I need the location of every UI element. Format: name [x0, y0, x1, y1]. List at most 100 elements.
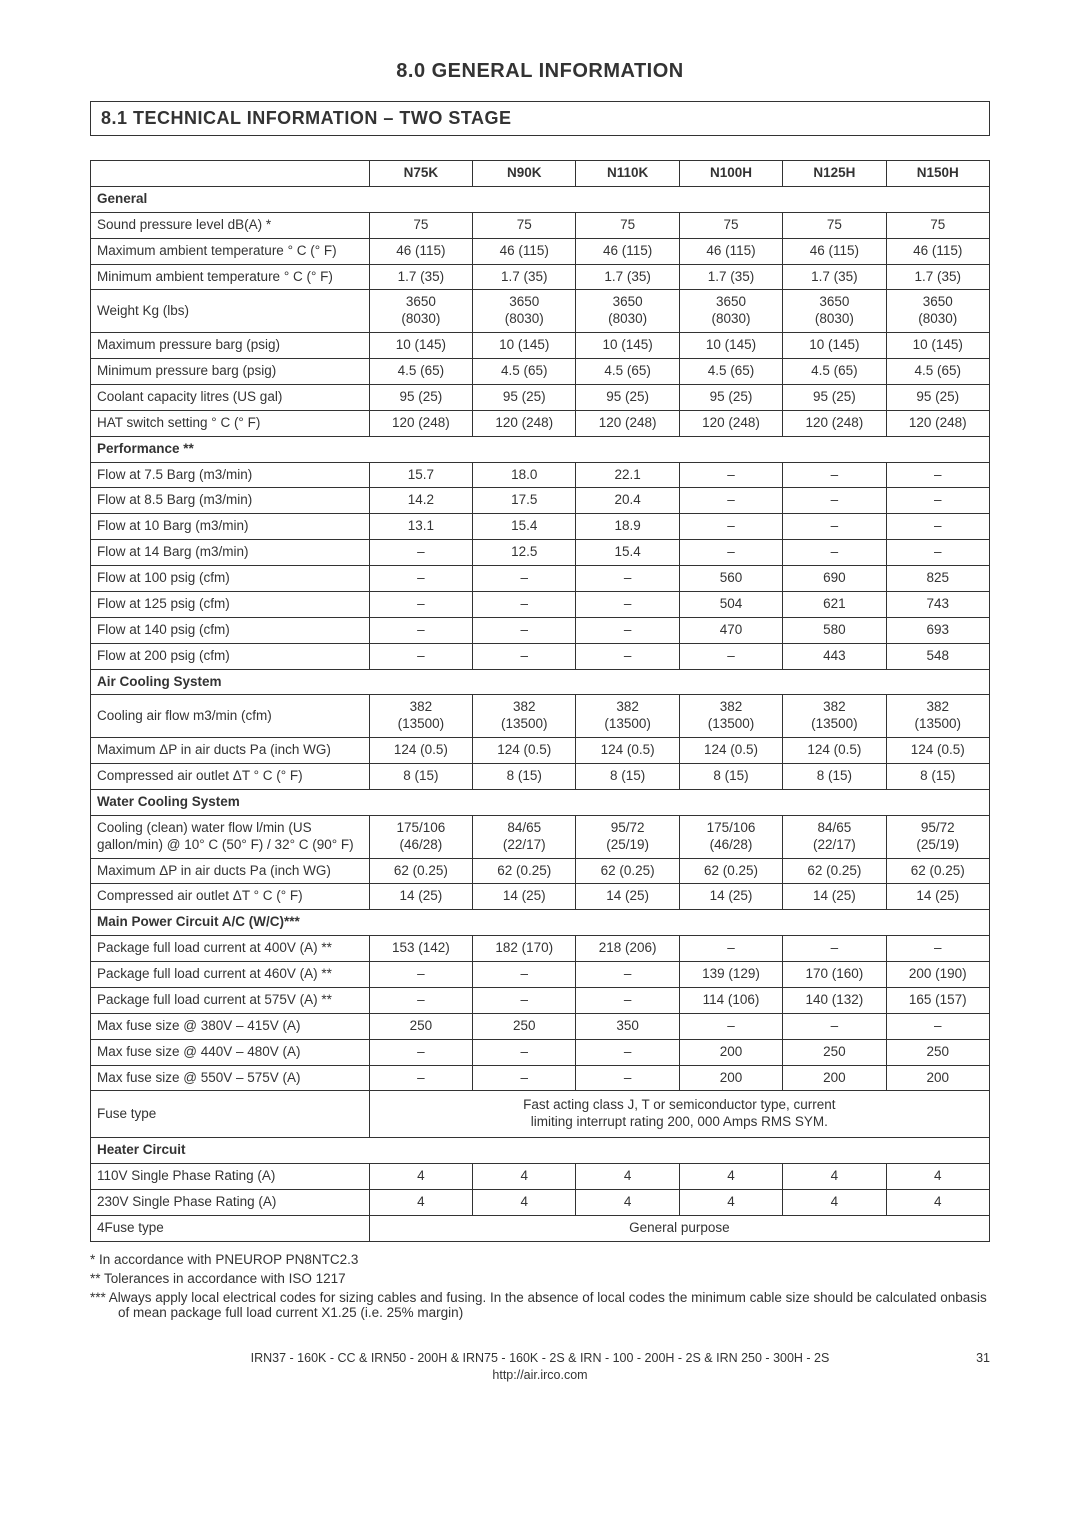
data-cell: 4.5 (65) — [783, 359, 886, 385]
data-cell: 693 — [886, 617, 989, 643]
data-cell: 62 (0.25) — [886, 858, 989, 884]
row-label: Coolant capacity litres (US gal) — [91, 384, 370, 410]
data-cell: 175/106(46/28) — [679, 815, 782, 858]
page-footer: 31 IRN37 - 160K - CC & IRN50 - 200H & IR… — [90, 1350, 990, 1385]
data-cell: 8 (15) — [369, 764, 472, 790]
data-cell: 4.5 (65) — [369, 359, 472, 385]
table-row: Maximum ΔP in air ducts Pa (inch WG) 62 (… — [91, 858, 990, 884]
row-label: Package full load current at 575V (A) ** — [91, 987, 370, 1013]
data-cell: 15.4 — [576, 540, 679, 566]
data-cell: 84/65(22/17) — [783, 815, 886, 858]
data-cell: 200 — [886, 1065, 989, 1091]
data-cell: 350 — [576, 1013, 679, 1039]
data-cell: – — [369, 617, 472, 643]
table-row: Minimum ambient temperature ° C (° F)1.7… — [91, 264, 990, 290]
data-cell: 382(13500) — [473, 695, 576, 738]
data-cell: 182 (170) — [473, 936, 576, 962]
data-cell: 1.7 (35) — [886, 264, 989, 290]
data-cell: – — [369, 591, 472, 617]
data-cell: 75 — [473, 212, 576, 238]
table-body: GeneralSound pressure level dB(A) *75757… — [91, 186, 990, 1241]
table-row: Flow at 125 psig (cfm)–––504621743 — [91, 591, 990, 617]
row-label: Weight Kg (lbs) — [91, 290, 370, 333]
data-cell: 382(13500) — [369, 695, 472, 738]
data-cell: 10 (145) — [576, 333, 679, 359]
data-cell: 3650(8030) — [473, 290, 576, 333]
data-cell: 4 — [679, 1189, 782, 1215]
table-row: Package full load current at 400V (A) **… — [91, 936, 990, 962]
data-cell: – — [783, 462, 886, 488]
data-cell: – — [679, 643, 782, 669]
data-cell: 690 — [783, 566, 886, 592]
table-row: Maximum ΔP in air ducts Pa (inch WG)124 … — [91, 738, 990, 764]
data-cell: 382(13500) — [679, 695, 782, 738]
data-cell: 10 (145) — [369, 333, 472, 359]
data-cell: – — [679, 1013, 782, 1039]
data-cell: 10 (145) — [473, 333, 576, 359]
data-cell: 114 (106) — [679, 987, 782, 1013]
data-cell: – — [473, 643, 576, 669]
row-label: Max fuse size @ 380V – 415V (A) — [91, 1013, 370, 1039]
data-cell: 46 (115) — [783, 238, 886, 264]
footnotes: * In accordance with PNEUROP PN8NTC2.3 *… — [90, 1252, 990, 1320]
page-heading: 8.0 GENERAL INFORMATION — [90, 60, 990, 83]
col-header: N100H — [679, 161, 782, 187]
data-cell: 200 (190) — [886, 962, 989, 988]
data-cell: 4 — [369, 1164, 472, 1190]
data-cell: 1.7 (35) — [473, 264, 576, 290]
data-cell: 124 (0.5) — [576, 738, 679, 764]
data-cell: 95 (25) — [679, 384, 782, 410]
row-label: Package full load current at 400V (A) ** — [91, 936, 370, 962]
data-cell: 95 (25) — [369, 384, 472, 410]
row-label: Flow at 14 Barg (m3/min) — [91, 540, 370, 566]
table-row: Cooling air flow m3/min (cfm)382(13500)3… — [91, 695, 990, 738]
data-cell: 124 (0.5) — [679, 738, 782, 764]
data-cell: – — [679, 514, 782, 540]
footer-line: http://air.irco.com — [90, 1367, 990, 1385]
data-cell: 12.5 — [473, 540, 576, 566]
data-cell: 825 — [886, 566, 989, 592]
row-label: Maximum pressure barg (psig) — [91, 333, 370, 359]
group-header: Main Power Circuit A/C (W/C)*** — [91, 910, 990, 936]
data-cell: 443 — [783, 643, 886, 669]
data-cell: 10 (145) — [783, 333, 886, 359]
data-cell: 560 — [679, 566, 782, 592]
table-row: Compressed air outlet ΔT ° C (° F)8 (15)… — [91, 764, 990, 790]
merged-cell: Fast acting class J, T or semiconductor … — [369, 1091, 989, 1138]
data-cell: 46 (115) — [473, 238, 576, 264]
row-label: 110V Single Phase Rating (A) — [91, 1164, 370, 1190]
data-cell: 62 (0.25) — [679, 858, 782, 884]
data-cell: 120 (248) — [783, 410, 886, 436]
data-cell: 120 (248) — [576, 410, 679, 436]
data-cell: 75 — [576, 212, 679, 238]
data-cell: 3650(8030) — [679, 290, 782, 333]
row-label: Maximum ΔP in air ducts Pa (inch WG) — [91, 858, 370, 884]
data-cell: 621 — [783, 591, 886, 617]
data-cell: 580 — [783, 617, 886, 643]
section-title-bar: 8.1 TECHNICAL INFORMATION – TWO STAGE — [90, 101, 990, 136]
data-cell: 548 — [886, 643, 989, 669]
data-cell: 10 (145) — [886, 333, 989, 359]
data-cell: 14 (25) — [783, 884, 886, 910]
data-cell: 120 (248) — [473, 410, 576, 436]
row-label: Compressed air outlet ΔT ° C (° F) — [91, 884, 370, 910]
row-label: Max fuse size @ 550V – 575V (A) — [91, 1065, 370, 1091]
row-label: Flow at 100 psig (cfm) — [91, 566, 370, 592]
row-label: Cooling (clean) water flow l/min (US gal… — [91, 815, 370, 858]
table-row: HAT switch setting ° C (° F)120 (248)120… — [91, 410, 990, 436]
data-cell: 46 (115) — [886, 238, 989, 264]
data-cell: 22.1 — [576, 462, 679, 488]
data-cell: 170 (160) — [783, 962, 886, 988]
table-head: N75KN90KN110KN100HN125HN150H — [91, 161, 990, 187]
data-cell: 14.2 — [369, 488, 472, 514]
data-cell: – — [369, 987, 472, 1013]
data-cell: 18.9 — [576, 514, 679, 540]
data-cell: – — [886, 488, 989, 514]
data-cell: 470 — [679, 617, 782, 643]
data-cell: 382(13500) — [576, 695, 679, 738]
data-cell: 62 (0.25) — [783, 858, 886, 884]
data-cell: – — [473, 987, 576, 1013]
col-header-blank — [91, 161, 370, 187]
footnote: ** Tolerances in accordance with ISO 121… — [90, 1271, 990, 1286]
data-cell: 250 — [473, 1013, 576, 1039]
